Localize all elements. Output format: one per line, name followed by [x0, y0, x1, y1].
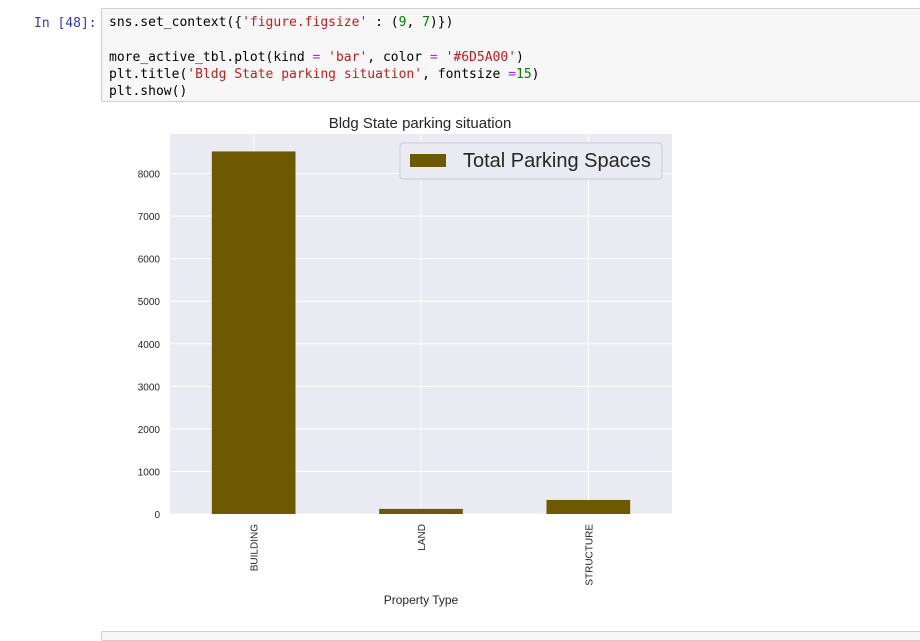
chart-title: Bldg State parking situation: [329, 115, 512, 132]
input-prompt: In [48]:: [34, 16, 97, 31]
legend-box: [399, 142, 663, 180]
x-tick-label: BUILDING: [250, 524, 261, 571]
bar-building: [211, 151, 296, 514]
x-axis-ticks: BUILDING LAND STRUCTURE: [250, 524, 596, 586]
y-tick-label: 8000: [138, 170, 161, 181]
cell-output: Bldg State parking situation 0 1000 2000 30…: [110, 108, 690, 608]
y-tick-label: 0: [154, 510, 160, 521]
bar-chart: Bldg State parking situation 0 1000 2000 30…: [138, 115, 672, 607]
bar-structure: [546, 499, 631, 514]
code-line-3: plt.title('Bldg State parking situation'…: [109, 67, 540, 82]
code-line-2: more_active_tbl.plot(kind = 'bar', color…: [109, 50, 524, 65]
y-tick-label: 7000: [138, 212, 161, 223]
legend-label: Total Parking Spaces: [463, 150, 651, 172]
y-axis-ticks: 0 1000 2000 3000 4000 5000 6000 7000 8000: [138, 170, 161, 521]
y-tick-label: 6000: [138, 255, 161, 266]
y-tick-label: 4000: [138, 340, 161, 351]
code-input-area[interactable]: sns.set_context({'figure.figsize' : (9, …: [101, 8, 920, 102]
y-tick-label: 3000: [138, 382, 161, 393]
code-line-1: sns.set_context({'figure.figsize' : (9, …: [109, 15, 454, 30]
bars: [211, 151, 631, 514]
x-tick-label: STRUCTURE: [584, 524, 595, 586]
legend: Total Parking Spaces: [399, 142, 663, 180]
bar-land: [379, 508, 463, 514]
code-line-4: plt.show(): [109, 84, 188, 99]
legend-swatch: [410, 154, 446, 167]
x-axis-label: Property Type: [384, 593, 459, 607]
next-code-cell[interactable]: [101, 631, 920, 641]
y-tick-label: 2000: [138, 425, 161, 436]
y-tick-label: 5000: [138, 297, 161, 308]
x-tick-label: LAND: [417, 524, 428, 551]
y-tick-label: 1000: [138, 467, 161, 478]
